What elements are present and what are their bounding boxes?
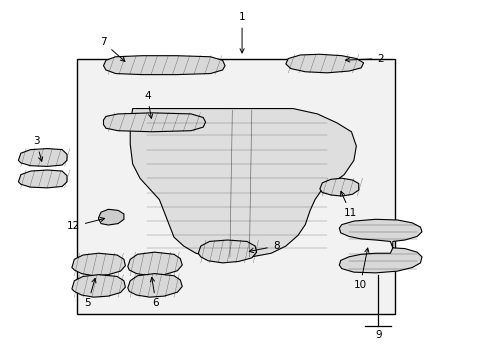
Polygon shape (198, 240, 256, 263)
Polygon shape (339, 219, 421, 273)
Polygon shape (99, 209, 123, 225)
Polygon shape (103, 113, 205, 132)
Text: 5: 5 (84, 278, 96, 308)
Polygon shape (19, 170, 67, 188)
Polygon shape (127, 252, 182, 276)
Polygon shape (130, 109, 356, 258)
Text: 1: 1 (238, 13, 245, 53)
Text: 3: 3 (33, 136, 42, 161)
Text: 7: 7 (100, 37, 124, 61)
Polygon shape (319, 178, 358, 196)
Polygon shape (72, 253, 125, 276)
Text: 4: 4 (143, 91, 152, 118)
Polygon shape (19, 149, 67, 166)
Text: 8: 8 (249, 241, 279, 253)
Text: 10: 10 (353, 248, 368, 291)
Bar (77, 59, 394, 314)
Polygon shape (72, 275, 125, 297)
Text: 6: 6 (150, 278, 159, 308)
Text: 2: 2 (345, 54, 383, 64)
Polygon shape (103, 56, 224, 75)
Text: 12: 12 (66, 217, 104, 231)
Polygon shape (285, 54, 363, 73)
Text: 11: 11 (340, 192, 356, 218)
Polygon shape (127, 274, 182, 297)
Text: 9: 9 (374, 330, 381, 341)
